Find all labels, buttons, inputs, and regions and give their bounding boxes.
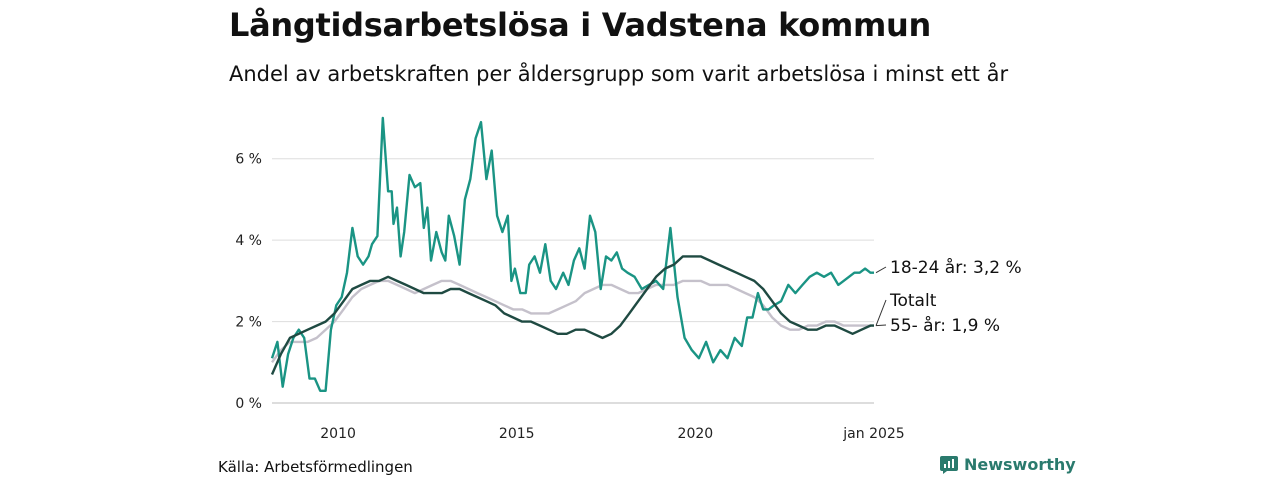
y-axis: 0 % 2 % 4 % 6 % — [235, 152, 262, 412]
series-end-label: 18-24 år: 3,2 % — [890, 257, 1022, 278]
gridlines — [272, 158, 874, 404]
series-lines — [270, 116, 874, 392]
brand-logo: Newsworthy — [940, 455, 1076, 474]
x-axis: 2010 2015 2020 jan 2025 — [320, 426, 904, 442]
label-connector — [875, 324, 887, 327]
x-tick-label: 2015 — [499, 426, 535, 442]
x-tick-label: 2010 — [320, 426, 356, 442]
series-end-label: 55- år: 1,9 % — [890, 315, 1000, 336]
y-tick-label: 4 % — [235, 233, 262, 249]
newsworthy-icon — [940, 455, 958, 474]
series-line-2 — [271, 279, 874, 364]
x-tick-label: jan 2025 — [842, 426, 904, 442]
series-line-0 — [270, 116, 874, 392]
label-connector — [875, 299, 887, 326]
source-note: Källa: Arbetsförmedlingen — [218, 458, 413, 476]
end-labels: 18-24 år: 3,2 % Totalt 55- år: 1,9 % — [875, 257, 1022, 336]
y-tick-label: 6 % — [235, 152, 262, 168]
y-tick-label: 0 % — [235, 396, 262, 412]
series-end-label: Totalt — [889, 291, 937, 311]
x-tick-label: 2020 — [678, 426, 714, 442]
chart-subtitle: Andel av arbetskraften per åldersgrupp s… — [229, 62, 1009, 86]
chart-title: Långtidsarbetslösa i Vadstena kommun — [229, 6, 931, 44]
label-connector — [875, 266, 887, 274]
y-tick-label: 2 % — [235, 315, 262, 331]
series-line-1 — [270, 255, 874, 375]
brand-name: Newsworthy — [964, 455, 1076, 474]
